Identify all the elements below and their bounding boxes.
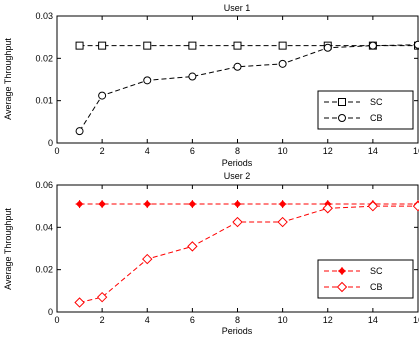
legend-box (317, 259, 414, 299)
x-tick-label: 12 (323, 146, 333, 156)
marker-circle (233, 62, 242, 71)
x-tick-label: 4 (145, 315, 150, 325)
legend-label: SC (370, 97, 383, 107)
marker-diamond (232, 216, 243, 228)
legend-item-cb: CB (324, 281, 383, 293)
legend: SC CB (317, 259, 414, 299)
marker-diamond (142, 253, 153, 265)
y-tick-label: 0 (48, 307, 53, 317)
x-tick-label: 8 (235, 146, 240, 156)
axis-ticks: 0 2 4 6 8 10 12 14 16 0 0.01 0.02 0.03 (35, 11, 419, 156)
marker-diamond (74, 297, 85, 308)
legend-label: CB (370, 282, 383, 292)
marker-diamond (412, 200, 419, 212)
marker-square (75, 41, 84, 50)
x-tick-label: 12 (323, 315, 333, 325)
legend-label: CB (370, 113, 383, 123)
x-tick-label: 8 (235, 315, 240, 325)
x-tick-label: 4 (145, 146, 150, 156)
y-tick-label: 0.02 (35, 53, 53, 63)
marker-circle (98, 91, 107, 100)
marker-diamond (187, 241, 198, 252)
series-cb (74, 200, 419, 308)
marker-square (188, 41, 197, 50)
marker-circle (143, 76, 152, 85)
x-tick-label: 6 (190, 146, 195, 156)
x-tick-label: 14 (368, 315, 378, 325)
x-tick-label: 10 (278, 146, 288, 156)
chart-user-1: User 1 0 2 4 6 8 10 12 14 16 0 0.01 0.02 0.03 Period… (3, 3, 419, 168)
marker-square (233, 41, 242, 50)
marker-circle (278, 59, 287, 68)
marker-square (143, 41, 152, 50)
marker-diamond (336, 281, 348, 293)
marker-circle (323, 43, 332, 52)
x-tick-label: 2 (100, 146, 105, 156)
x-tick-label: 6 (190, 315, 195, 325)
y-tick-label: 0 (48, 138, 53, 148)
marker-diamond (322, 203, 333, 214)
legend-item-sc: SC (324, 266, 383, 276)
series-cb (75, 40, 419, 136)
x-tick-label: 16 (413, 146, 419, 156)
legend-item-cb: CB (324, 113, 383, 123)
marker-circle (75, 127, 84, 136)
marker-square (338, 98, 346, 106)
marker-square (98, 41, 107, 50)
x-axis-label: Periods (222, 326, 253, 336)
x-tick-label: 0 (54, 315, 59, 325)
marker-circle (368, 41, 377, 50)
x-tick-label: 16 (413, 315, 419, 325)
y-tick-label: 0.01 (35, 96, 53, 106)
x-tick-label: 2 (100, 315, 105, 325)
marker-circle (338, 114, 346, 122)
y-tick-label: 0.02 (35, 265, 53, 275)
y-axis-label: Average Throughput (3, 38, 13, 120)
legend-label: SC (370, 266, 383, 276)
series-layer (74, 200, 419, 308)
x-tick-label: 0 (54, 146, 59, 156)
chart-title: User 2 (224, 171, 251, 181)
series-layer (75, 40, 419, 136)
chart-user-2: User 2 0 2 4 6 8 10 12 14 16 0 0.02 0.04 0.06 Period… (3, 171, 419, 336)
x-tick-label: 14 (368, 146, 378, 156)
legend-box (317, 90, 414, 130)
y-tick-label: 0.03 (35, 11, 53, 21)
marker-circle (188, 72, 197, 81)
marker-diamond (277, 216, 288, 228)
marker-circle (414, 40, 419, 49)
marker-diamond (96, 291, 108, 303)
y-tick-label: 0.04 (35, 222, 53, 232)
x-axis-label: Periods (222, 158, 253, 168)
y-tick-label: 0.06 (35, 180, 53, 190)
series-line (79, 44, 419, 132)
marker-diamond (367, 200, 379, 212)
legend: SC CB (317, 90, 414, 130)
legend-item-sc: SC (324, 97, 383, 107)
marker-square (278, 41, 287, 50)
y-axis-label: Average Throughput (3, 208, 13, 290)
x-tick-label: 10 (278, 315, 288, 325)
axis-ticks: 0 2 4 6 8 10 12 14 16 0 0.02 0.04 0.06 (35, 180, 419, 325)
chart-title: User 1 (224, 3, 251, 13)
